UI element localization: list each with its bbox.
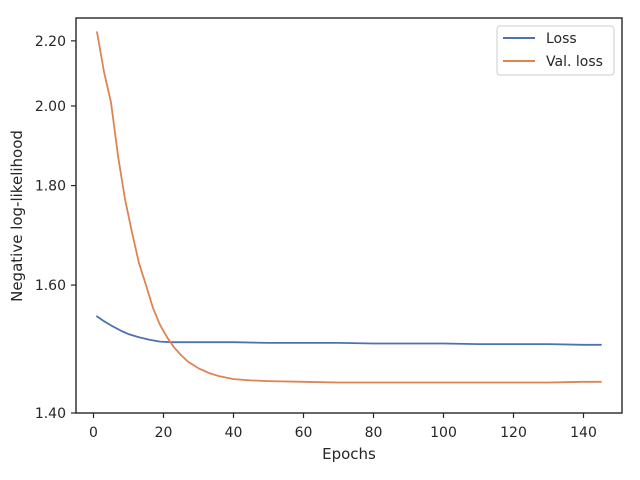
x-tick-label: 40 (225, 425, 243, 441)
legend-label-loss: Loss (546, 31, 577, 47)
plot-frame (75, 17, 623, 414)
y-tick-label: 1.40 (35, 406, 66, 422)
y-tick-label: 1.60 (35, 278, 66, 294)
legend-label-val-loss: Val. loss (546, 54, 603, 70)
series-layer (96, 31, 602, 384)
y-axis-ticks: 1.40 1.60 1.80 2.00 2.20 (35, 34, 76, 422)
x-tick-label: 80 (365, 425, 383, 441)
y-tick-label: 1.80 (35, 179, 66, 195)
x-axis-ticks: 0 20 40 60 80 100 120 140 (89, 413, 597, 441)
y-tick-label: 2.00 (35, 99, 66, 115)
series-line-1 (96, 31, 602, 384)
x-tick-label: 0 (89, 425, 98, 441)
legend: Loss Val. loss (496, 25, 615, 76)
y-axis-label: Negative log-likelihood (8, 130, 26, 302)
x-tick-label: 120 (500, 425, 527, 441)
x-tick-label: 100 (430, 425, 457, 441)
x-tick-label: 60 (295, 425, 313, 441)
x-axis-label: Epochs (322, 445, 376, 463)
x-tick-label: 20 (155, 425, 173, 441)
y-tick-label: 2.20 (35, 34, 66, 50)
series-line-0 (96, 315, 602, 346)
x-tick-label: 140 (570, 425, 597, 441)
